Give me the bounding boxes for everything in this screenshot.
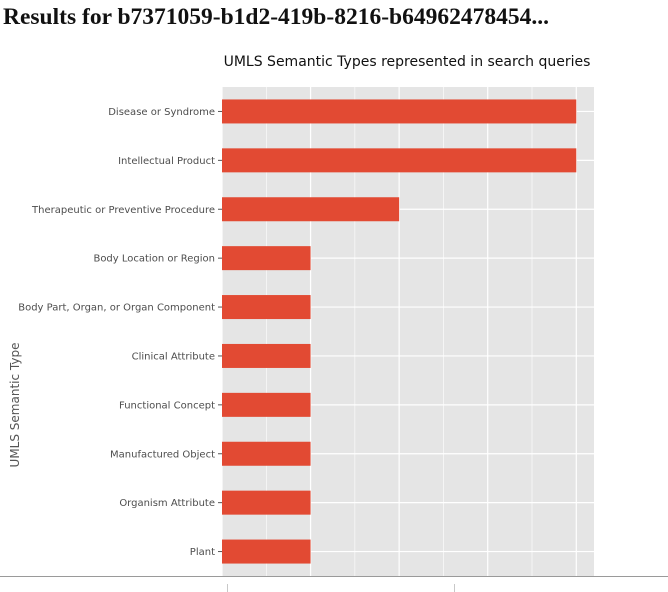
y-tick-label-4: Body Part, Organ, or Organ Component — [18, 303, 215, 314]
bars — [222, 99, 577, 564]
y-tick-label-6: Functional Concept — [119, 400, 215, 411]
y-tick-label-2: Therapeutic or Preventive Procedure — [31, 205, 215, 216]
bar-3 — [222, 246, 311, 271]
axis-stub-right — [454, 584, 455, 592]
chart-title: UMLS Semantic Types represented in searc… — [224, 54, 591, 70]
bar-7 — [222, 441, 311, 466]
plot-bottom-border — [0, 576, 668, 577]
y-tick-label-9: Plant — [190, 547, 215, 558]
page-title: Results for b7371059-b1d2-419b-8216-b649… — [3, 4, 549, 30]
bar-0 — [222, 99, 577, 124]
y-tick-label-1: Intellectual Product — [118, 156, 215, 167]
bar-2 — [222, 197, 400, 222]
axis-stub-left — [227, 584, 228, 592]
y-tick-label-0: Disease or Syndrome — [108, 107, 215, 118]
bar-5 — [222, 343, 311, 368]
y-tick-label-7: Manufactured Object — [110, 449, 215, 460]
y-tick-label-3: Body Location or Region — [93, 254, 215, 265]
bar-6 — [222, 392, 311, 417]
bar-8 — [222, 490, 311, 515]
y-tick-label-5: Clinical Attribute — [132, 351, 215, 362]
bar-4 — [222, 295, 311, 320]
bar-1 — [222, 148, 577, 173]
bar-9 — [222, 539, 311, 564]
y-tick-label-8: Organism Attribute — [119, 498, 215, 509]
y-axis-label: UMLS Semantic Type — [8, 343, 22, 468]
category-labels: Disease or Syndrome Intellectual Product T… — [18, 107, 222, 558]
